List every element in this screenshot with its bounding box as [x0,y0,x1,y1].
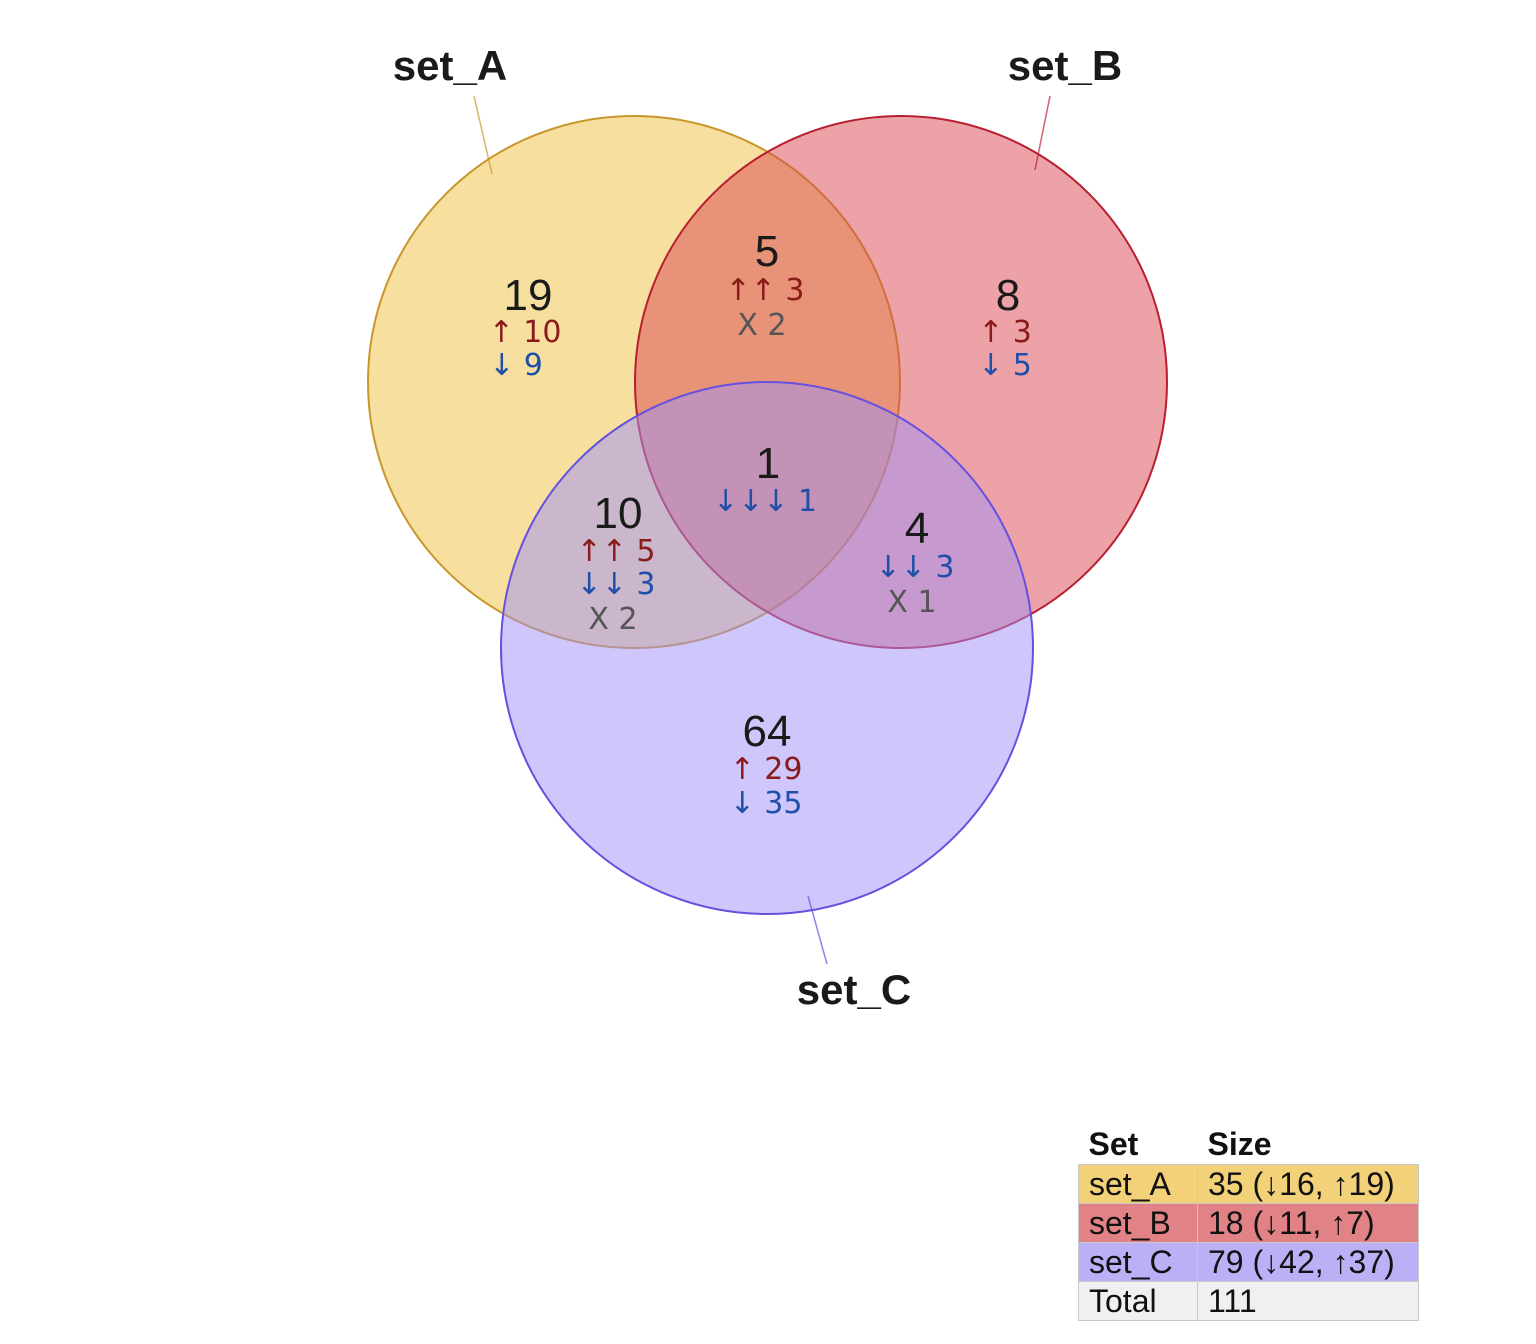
table-cell-size: 111 [1197,1281,1419,1321]
region-count: 1 [756,439,780,488]
set-c-circle [500,381,1034,915]
region-ab: 5 ↑↑ 3 X 2 [726,227,805,343]
region-down-line: ↓ 35 [730,786,803,821]
region-a: 19 ↑ 10 ↓ 9 [489,271,562,383]
region-up-line: ↑↑ 5 [577,534,656,569]
region-up-line: ↑ 3 [978,315,1032,350]
set-size-table: Set Size set_A 35 (↓16, ↑19) set_B 18 (↓… [1078,1124,1419,1321]
venn-diagram: set_A set_B set_C 19 ↑ 10 ↓ 9 5 ↑↑ 3 X 2… [367,42,1168,1013]
region-abc: 1 ↓↓↓ 1 [713,439,817,519]
table-cell-size: 79 (↓42, ↑37) [1197,1242,1419,1282]
table-header-row: Set Size [1079,1124,1419,1165]
set-c-leader-line [807,895,828,965]
region-count: 10 [594,489,643,538]
table-cell-set: Total [1078,1281,1198,1321]
region-bc: 4 ↓↓ 3 X 1 [876,504,955,620]
region-count: 4 [905,504,929,553]
table-row: set_C 79 (↓42, ↑37) [1078,1242,1419,1282]
region-count: 5 [755,227,779,276]
region-up-line: ↑↑ 3 [726,273,805,308]
region-down-line: ↓↓↓ 1 [713,484,817,519]
table-cell-set: set_C [1078,1242,1198,1282]
region-count: 19 [504,271,553,320]
table-cell-set: set_B [1078,1203,1198,1243]
region-down-line: ↓↓ 3 [577,567,656,602]
set-a-label: set_A [393,42,507,89]
region-count: 64 [743,707,792,756]
set-b-leader-line [1034,95,1051,171]
region-down-line: ↓ 9 [489,348,543,383]
region-mixed-line: X 1 [887,585,936,620]
set-c-label: set_C [797,966,911,1013]
region-c: 64 ↑ 29 ↓ 35 [730,707,803,821]
table-header-size: Size [1207,1125,1272,1162]
region-b: 8 ↑ 3 ↓ 5 [978,271,1032,383]
table-row: set_B 18 (↓11, ↑7) [1078,1203,1419,1243]
table-cell-size: 18 (↓11, ↑7) [1197,1203,1419,1243]
table-cell-set: set_A [1078,1164,1198,1204]
region-up-line: ↑ 10 [489,315,562,350]
region-mixed-line: X 2 [737,308,786,343]
region-count: 8 [996,271,1020,320]
leader-lines [473,95,1051,965]
region-down-line: ↓↓ 3 [876,550,955,585]
table-row: set_A 35 (↓16, ↑19) [1078,1164,1419,1204]
table-row: Total 111 [1078,1281,1419,1321]
region-up-line: ↑ 29 [730,752,803,787]
region-mixed-line: X 2 [588,602,637,637]
table-header-set: Set [1088,1125,1139,1162]
region-ac: 10 ↑↑ 5 ↓↓ 3 X 2 [577,489,656,637]
set-b-label: set_B [1008,42,1122,89]
set-a-leader-line [473,95,493,175]
set-circles [367,115,1168,915]
table-cell-size: 35 (↓16, ↑19) [1197,1164,1419,1204]
region-down-line: ↓ 5 [978,348,1032,383]
